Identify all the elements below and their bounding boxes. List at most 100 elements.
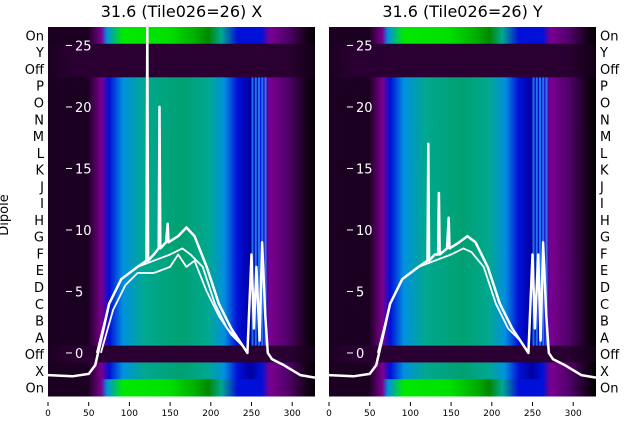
heatmap-row (48, 194, 315, 212)
row-label: P (600, 80, 608, 95)
row-label: A (600, 331, 609, 346)
heatmap-row (48, 228, 315, 246)
xtick-label: 250 (243, 409, 260, 419)
heatmap-row (48, 127, 315, 145)
heatmap-row (48, 261, 315, 280)
row-label: C (600, 298, 609, 313)
row-label: On (26, 382, 44, 397)
row-label: L (37, 147, 45, 162)
heatmap-row (329, 94, 596, 112)
heatmap-row (329, 379, 596, 397)
heatmap-row (48, 77, 315, 95)
stripe (251, 77, 254, 346)
heatmap-row (48, 161, 315, 179)
heatmap-row (329, 312, 596, 330)
heatmap-row (329, 161, 596, 179)
series-line-spectrum-b (376, 247, 530, 354)
row-label: O (600, 96, 610, 111)
inner-ytick-label: 20 (356, 101, 373, 116)
row-label: F (37, 247, 44, 262)
heatmap-row (48, 295, 315, 313)
xtick-label: 0 (45, 409, 51, 419)
row-label: H (34, 214, 44, 229)
stripe (545, 77, 548, 346)
xtick-label: 300 (565, 409, 582, 419)
heatmap-row (48, 278, 315, 296)
xtick-label: 50 (83, 409, 95, 419)
stripe (532, 77, 535, 346)
heatmap-row (329, 245, 596, 263)
xtick-label: 100 (402, 409, 419, 419)
heatmap-row (329, 261, 596, 280)
xtick-label: 50 (364, 409, 376, 419)
row-label: I (600, 197, 604, 212)
inner-ytick-label: 5 (356, 285, 364, 300)
row-label: F (600, 247, 607, 262)
row-label: D (600, 281, 610, 296)
row-label: I (40, 197, 44, 212)
xtick-label: 200 (202, 409, 219, 419)
chart-title: 31.6 (Tile026=26) X (101, 2, 263, 21)
xtick-label: 150 (162, 409, 179, 419)
row-label: On (26, 29, 44, 44)
row-label: A (35, 331, 44, 346)
stripe (254, 77, 257, 346)
inner-ytick-label: 5 (75, 285, 83, 300)
row-label: On (600, 29, 618, 44)
heatmap-row (329, 110, 596, 129)
heatmap-row (48, 43, 315, 62)
heatmap-row (48, 379, 315, 397)
heatmap-row (329, 60, 596, 78)
row-label: Off (600, 348, 620, 363)
row-label: J (599, 180, 604, 195)
row-label: G (600, 231, 610, 246)
heatmap-row (329, 194, 596, 212)
row-label: K (600, 164, 609, 179)
heatmap-row (48, 177, 315, 196)
row-label: P (36, 80, 44, 95)
stripe (258, 77, 261, 346)
inner-ytick-label: 10 (356, 224, 373, 239)
row-label: Y (35, 46, 44, 61)
stripe (542, 77, 545, 346)
stripe (264, 77, 267, 346)
series-line-spectrum-c (100, 253, 245, 354)
inner-ytick-label: 15 (356, 162, 373, 177)
xtick-label: 300 (284, 409, 301, 419)
heatmap-row (329, 27, 596, 45)
inner-ytick-label: 0 (75, 347, 83, 362)
heatmap-row (48, 328, 315, 347)
row-label: H (600, 214, 610, 229)
heatmap-row (48, 94, 315, 112)
xtick-label: 0 (326, 409, 332, 419)
row-label: On (600, 382, 618, 397)
xtick-label: 200 (483, 409, 500, 419)
row-label: M (33, 130, 44, 145)
row-label: O (34, 96, 44, 111)
heatmap-row (329, 278, 596, 296)
row-label: Off (25, 63, 45, 78)
heatmap-row (48, 144, 315, 162)
row-label: L (600, 147, 608, 162)
heatmap-row (329, 77, 596, 95)
ylabel: Dipole (0, 194, 12, 235)
row-label: B (35, 315, 44, 330)
stripe (535, 77, 538, 346)
row-label: X (35, 365, 44, 380)
row-label: Off (600, 63, 620, 78)
row-label: J (39, 180, 44, 195)
row-label: M (600, 130, 611, 145)
inner-ytick-label: 25 (356, 39, 373, 54)
panel-x: 0 5 10 15 20 25 31.6 (Tile026=26) X On Y Off PONML… (25, 2, 316, 419)
row-label: N (34, 113, 44, 128)
heatmap-row (48, 60, 315, 78)
stripe (261, 77, 264, 346)
heatmap-row (329, 144, 596, 162)
xtick-label: 100 (121, 409, 138, 419)
row-label: E (600, 264, 608, 279)
row-label: G (34, 231, 44, 246)
row-label: K (35, 164, 44, 179)
panel-y: 0 5 10 15 20 25 31.6 (Tile026=26) Y On Y Off PONML… (326, 2, 620, 419)
heatmap-row (48, 27, 315, 45)
